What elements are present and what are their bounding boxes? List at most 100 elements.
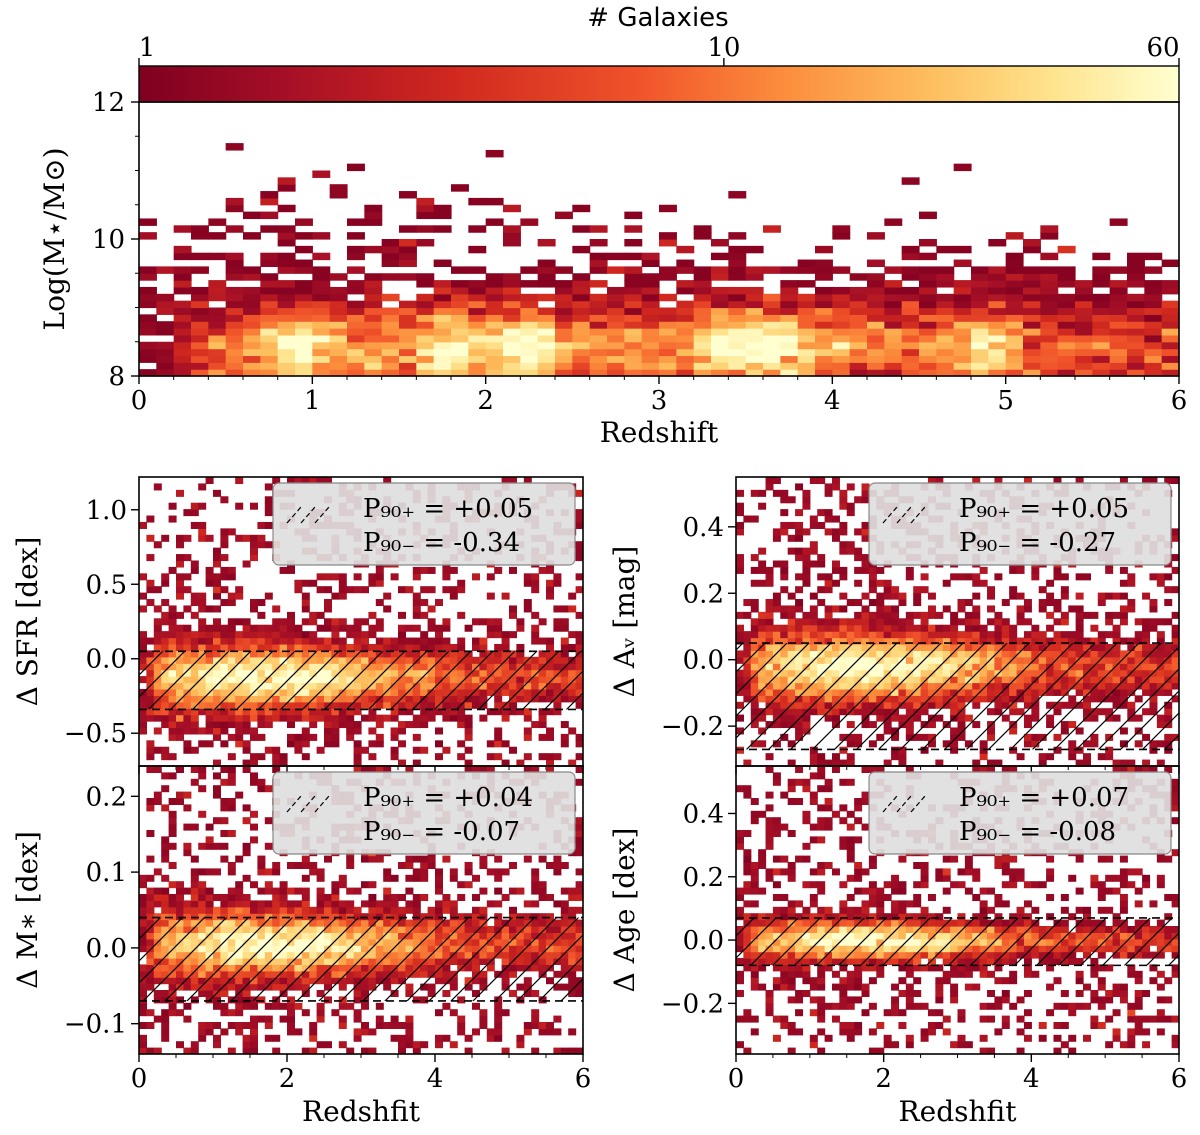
heatmap-cell	[312, 170, 331, 178]
heatmap-cell	[468, 348, 487, 357]
heatmap-cell	[161, 708, 170, 716]
heatmap-cell	[809, 605, 818, 613]
heatmap-cell	[1097, 592, 1106, 600]
heatmap-cell	[347, 348, 365, 357]
heatmap-cell	[176, 541, 184, 549]
heatmap-cell	[802, 566, 811, 574]
heatmap-cell	[198, 502, 207, 510]
heatmap-cell	[156, 341, 175, 350]
heatmap-cell	[213, 913, 221, 921]
heatmap-cell	[264, 842, 273, 850]
heatmap-cell	[797, 321, 816, 329]
heatmap-cell	[309, 708, 318, 716]
heatmap-cell	[398, 759, 406, 766]
heatmap-cell	[416, 211, 435, 220]
heatmap-cell	[1060, 631, 1069, 639]
heatmap-cell	[780, 586, 789, 594]
heatmap-cell	[316, 643, 325, 651]
heatmap-cell	[854, 624, 863, 632]
heatmap-cell	[168, 1002, 177, 1010]
heatmap-cell	[1161, 328, 1180, 336]
heatmap-cell	[1060, 611, 1069, 619]
heatmap-cell	[950, 618, 959, 626]
heatmap-cell	[153, 798, 162, 805]
heatmap-cell	[809, 753, 818, 761]
heatmap-cell	[449, 643, 458, 651]
heatmap-cell	[1040, 341, 1059, 350]
heatmap-cell	[1164, 573, 1173, 581]
heatmap-cell	[802, 489, 811, 497]
heatmap-cell	[901, 300, 920, 309]
heatmap-cell	[846, 541, 855, 549]
heatmap-cell	[572, 286, 591, 295]
heatmap-cell	[235, 502, 244, 510]
heatmap-cell	[235, 1028, 244, 1036]
heatmap-cell	[324, 708, 332, 716]
heatmap-cell	[295, 369, 313, 377]
heatmap-cell	[1005, 369, 1024, 377]
heatmap-cell	[257, 534, 266, 542]
heatmap-cell	[168, 798, 177, 805]
heatmap-cell	[1105, 631, 1114, 639]
heatmap-cell	[383, 637, 392, 645]
heatmap-cell	[383, 714, 392, 722]
heatmap-cell	[468, 197, 487, 206]
heatmap-cell	[867, 293, 885, 302]
heatmap-cell	[198, 900, 207, 908]
heatmap-cell	[849, 328, 868, 336]
heatmap-cell	[139, 218, 157, 226]
heatmap-cell	[353, 708, 362, 716]
heatmap-cell	[277, 259, 296, 267]
heatmap-cell	[205, 836, 214, 844]
heatmap-cell	[979, 624, 988, 632]
heatmap-cell	[919, 293, 937, 302]
heatmap-cell	[758, 560, 767, 568]
heatmap-cell	[153, 727, 162, 735]
heatmap-cell	[659, 321, 677, 329]
heatmap-cell	[225, 143, 244, 151]
heatmap-cell	[346, 708, 355, 716]
heatmap-cell	[191, 293, 209, 302]
heatmap-cell	[416, 369, 435, 377]
heatmap-cell	[1164, 618, 1173, 626]
heatmap-cell	[451, 286, 469, 295]
heatmap-cell	[1083, 611, 1091, 619]
heatmap-cell	[405, 637, 414, 645]
heatmap-cell	[555, 293, 573, 302]
heatmap-cell	[324, 637, 332, 645]
heatmap-cell	[553, 708, 562, 716]
heatmap-cell	[433, 211, 452, 220]
heatmap-cell	[832, 369, 851, 377]
heatmap-cell	[347, 369, 365, 377]
heatmap-cell	[884, 362, 903, 370]
heatmap-cell	[156, 362, 175, 370]
heatmap-cell	[451, 280, 469, 288]
heatmap-cell	[831, 579, 840, 587]
heatmap-cell	[153, 887, 162, 895]
heatmap-cell	[787, 592, 796, 600]
heatmap-cell	[750, 618, 759, 626]
heatmap-cell	[176, 766, 184, 773]
heatmap-cell	[942, 605, 951, 613]
heatmap-cell	[390, 573, 399, 581]
heatmap-cell	[1009, 637, 1018, 645]
heatmap-cell	[861, 554, 870, 562]
heatmap-cell	[309, 913, 318, 921]
heatmap-cell	[988, 280, 1007, 288]
heatmap-cell	[750, 579, 759, 587]
heatmap-cell	[994, 573, 1003, 581]
heatmap-cell	[287, 477, 295, 485]
heatmap-cell	[153, 913, 162, 921]
heatmap-cell	[398, 894, 406, 901]
heatmap-cell	[485, 293, 504, 302]
heatmap-cell	[264, 1034, 273, 1042]
heatmap-cell	[919, 334, 937, 343]
heatmap-cell	[1142, 618, 1151, 626]
heatmap-cell	[294, 586, 303, 594]
heatmap-cell	[139, 286, 157, 295]
heatmap-cell	[364, 307, 383, 315]
heatmap-cell	[1149, 618, 1158, 626]
heatmap-cell	[146, 586, 155, 594]
heatmap-cell	[572, 300, 591, 309]
